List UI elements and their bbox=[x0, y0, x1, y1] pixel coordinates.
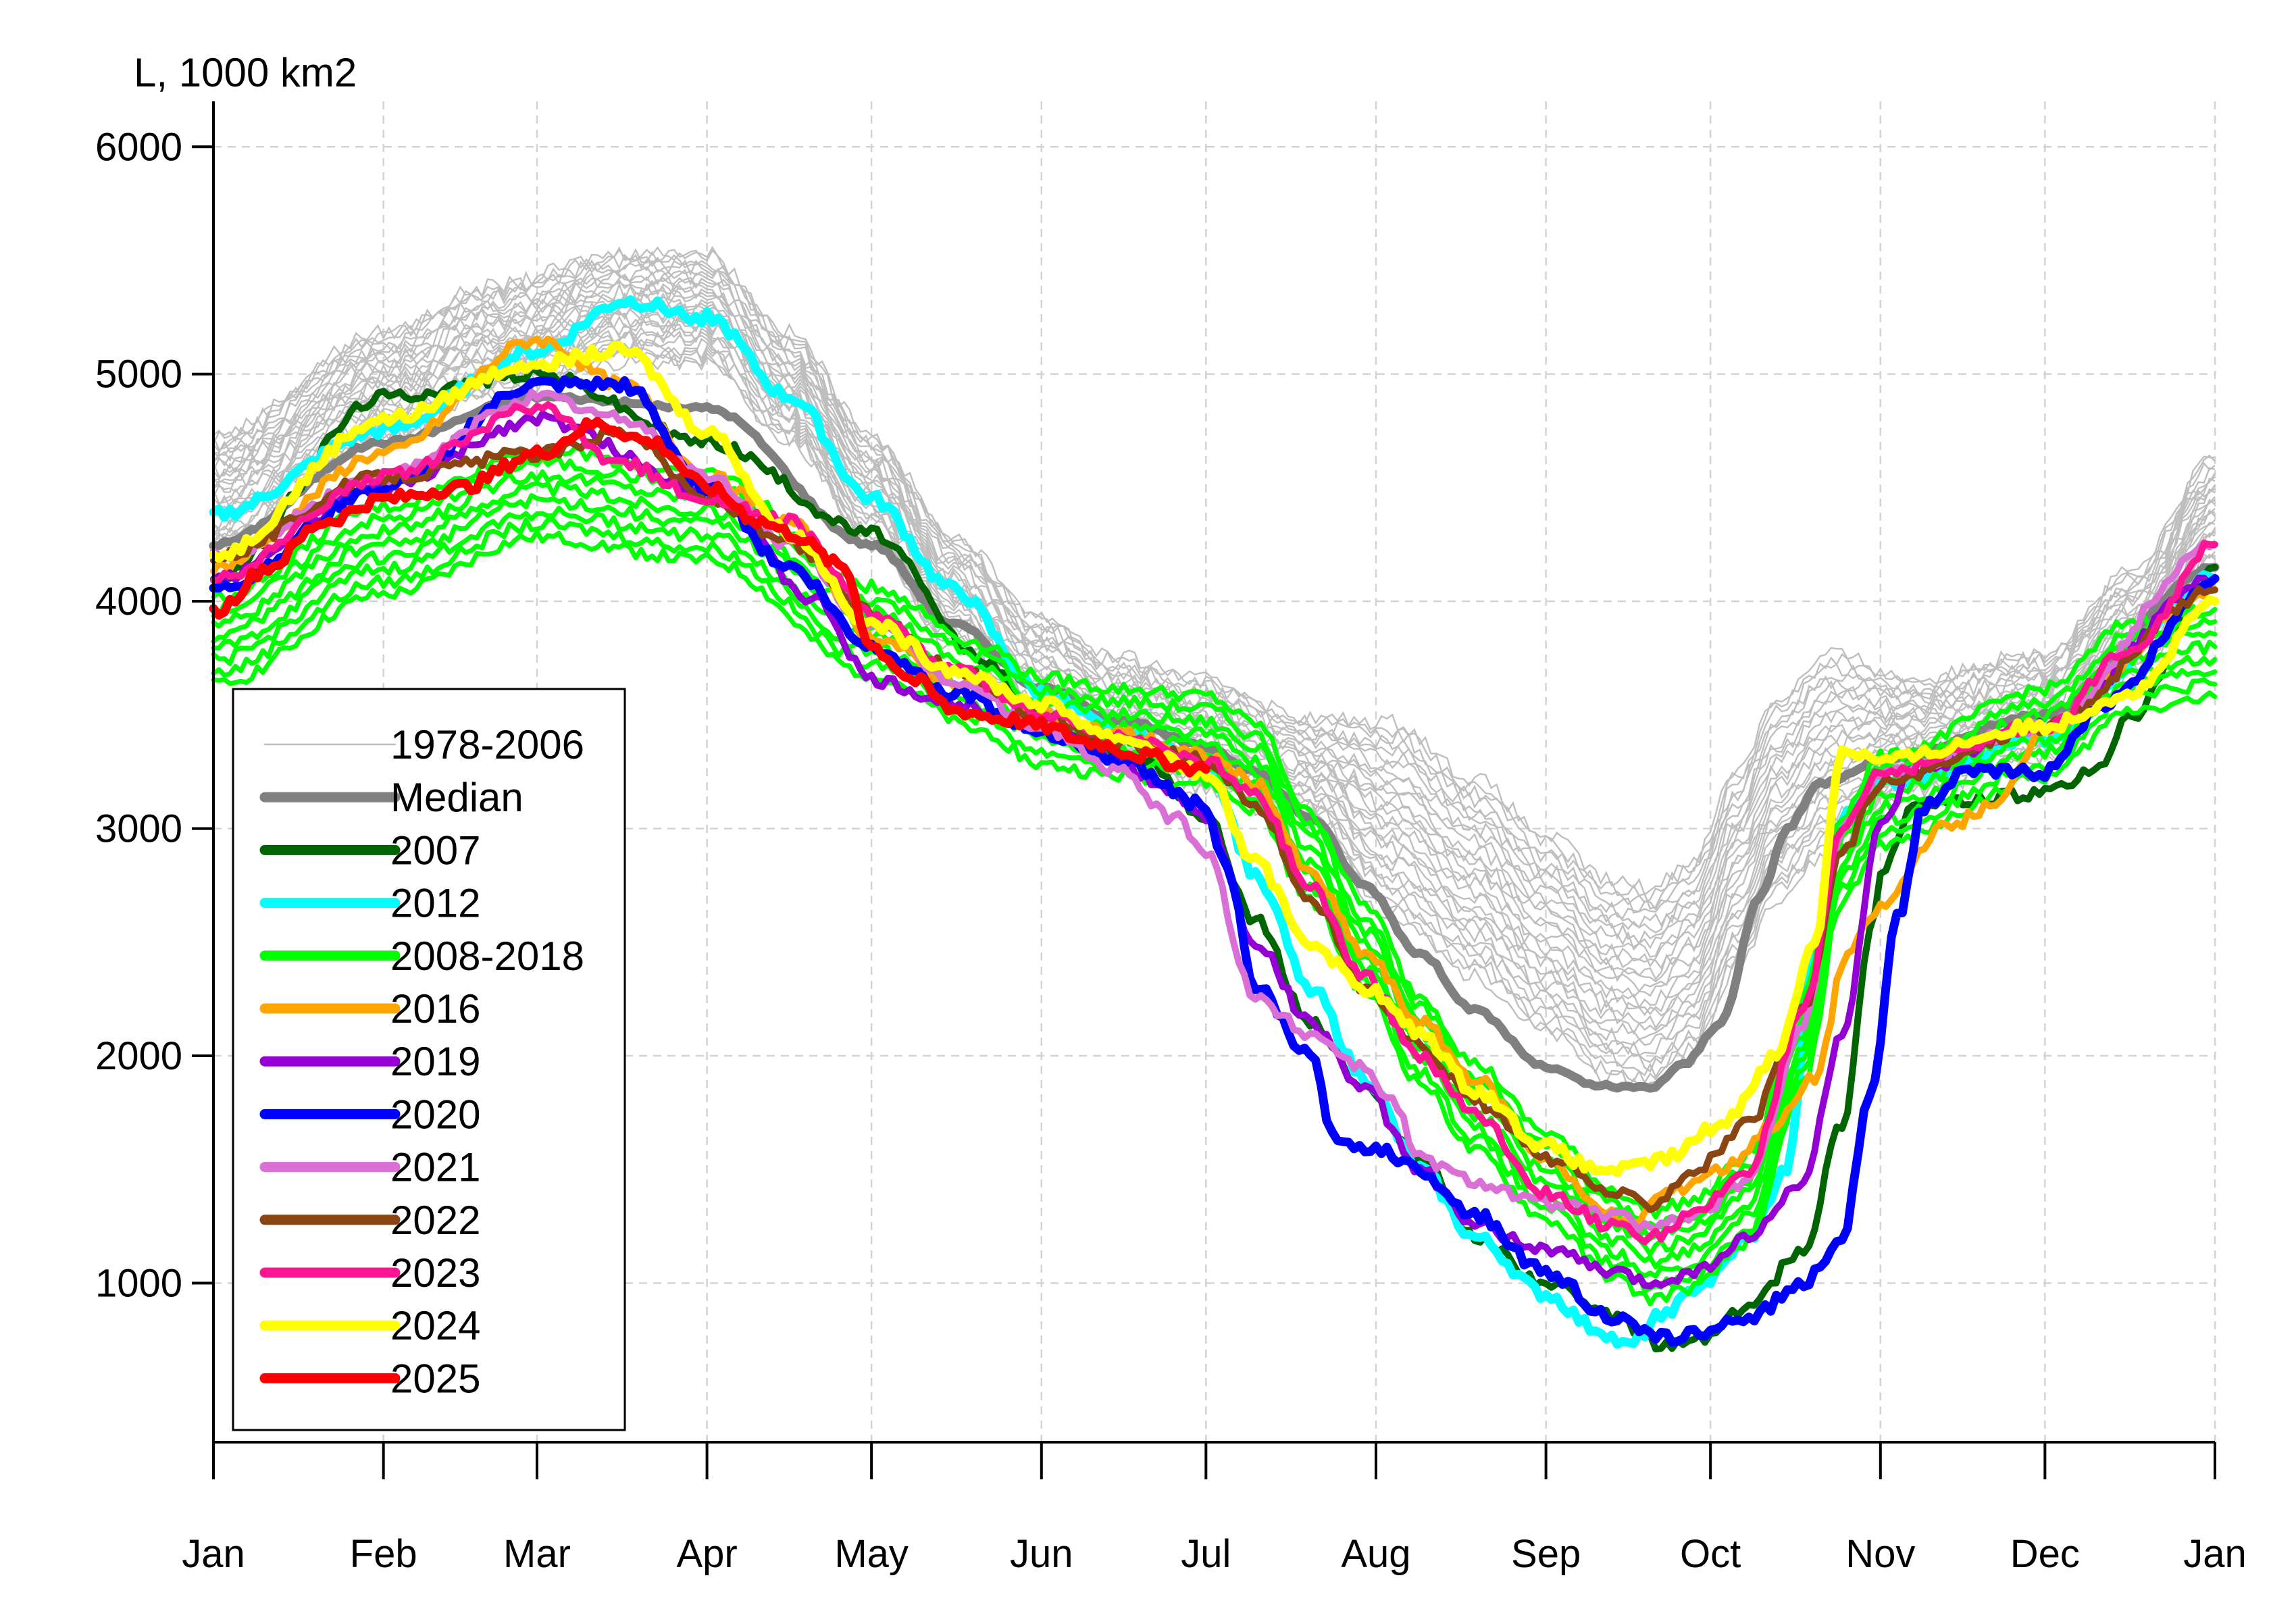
x-tick-label: Mar bbox=[503, 1532, 571, 1576]
x-tick-label: Jul bbox=[1181, 1532, 1231, 1576]
x-tick-label: May bbox=[834, 1532, 909, 1576]
legend-label: 2019 bbox=[390, 1039, 480, 1084]
legend-items: 1978-2006 Median 2007 2012 2008-2018 2016 2019… bbox=[259, 722, 584, 1401]
series-lines bbox=[209, 295, 2220, 1353]
y-tick-label: 1000 bbox=[95, 1261, 182, 1305]
x-tick-label: Sep bbox=[1511, 1532, 1581, 1576]
y-axis-ticks: 1000 2000 3000 4000 5000 6000 bbox=[95, 125, 213, 1305]
historical-year-line bbox=[213, 296, 2216, 983]
historical-year-line bbox=[213, 245, 2216, 896]
legend-label: 2016 bbox=[390, 986, 480, 1031]
series-line-2020 bbox=[209, 375, 2220, 1347]
historical-year-line bbox=[212, 248, 2216, 904]
legend-label: 2023 bbox=[390, 1250, 480, 1296]
x-tick-label: Aug bbox=[1341, 1532, 1410, 1576]
legend-label: 2007 bbox=[390, 827, 480, 873]
y-axis-label: L, 1000 km2 bbox=[134, 50, 357, 95]
legend-label: 2022 bbox=[390, 1198, 480, 1243]
legend-label: Median bbox=[390, 775, 524, 820]
y-tick-label: 2000 bbox=[95, 1034, 182, 1078]
x-tick-label: Apr bbox=[676, 1532, 737, 1576]
legend: 1978-2006 Median 2007 2012 2008-2018 2016 2019… bbox=[232, 688, 626, 1431]
x-tick-label: Jan bbox=[2183, 1532, 2247, 1576]
legend-label: 2024 bbox=[390, 1303, 480, 1348]
series-line-2008-2018 bbox=[211, 480, 2218, 1257]
legend-label: 2020 bbox=[390, 1092, 480, 1137]
series-line-2008-2018 bbox=[211, 493, 2218, 1270]
y-tick-label: 3000 bbox=[95, 807, 182, 851]
y-tick-label: 4000 bbox=[95, 580, 182, 623]
series-line-2023 bbox=[210, 401, 2218, 1246]
legend-label: 1978-2006 bbox=[390, 722, 584, 767]
legend-label: 2021 bbox=[390, 1145, 480, 1190]
series-line-2024 bbox=[209, 340, 2220, 1177]
x-tick-label: Feb bbox=[350, 1532, 417, 1576]
x-axis-ticks: Jan Feb Mar Apr May Jun Jul Aug Sep Oct Nov Dec Jan bbox=[182, 1442, 2247, 1576]
series-line-2008-2018 bbox=[211, 455, 2218, 1231]
y-tick-label: 5000 bbox=[95, 353, 182, 397]
x-tick-label: Nov bbox=[1845, 1532, 1915, 1576]
series-line-2022 bbox=[210, 426, 2218, 1213]
x-tick-label: Dec bbox=[2010, 1532, 2080, 1576]
y-tick-label: 6000 bbox=[95, 125, 182, 169]
legend-label: 2012 bbox=[390, 881, 480, 926]
legend-label: 2008-2018 bbox=[390, 934, 584, 979]
x-tick-label: Jan bbox=[182, 1532, 245, 1576]
legend-label: 2025 bbox=[390, 1356, 480, 1401]
series-line-2025 bbox=[209, 417, 1210, 777]
x-tick-label: Jun bbox=[1010, 1532, 1073, 1576]
x-tick-label: Oct bbox=[1680, 1532, 1741, 1576]
